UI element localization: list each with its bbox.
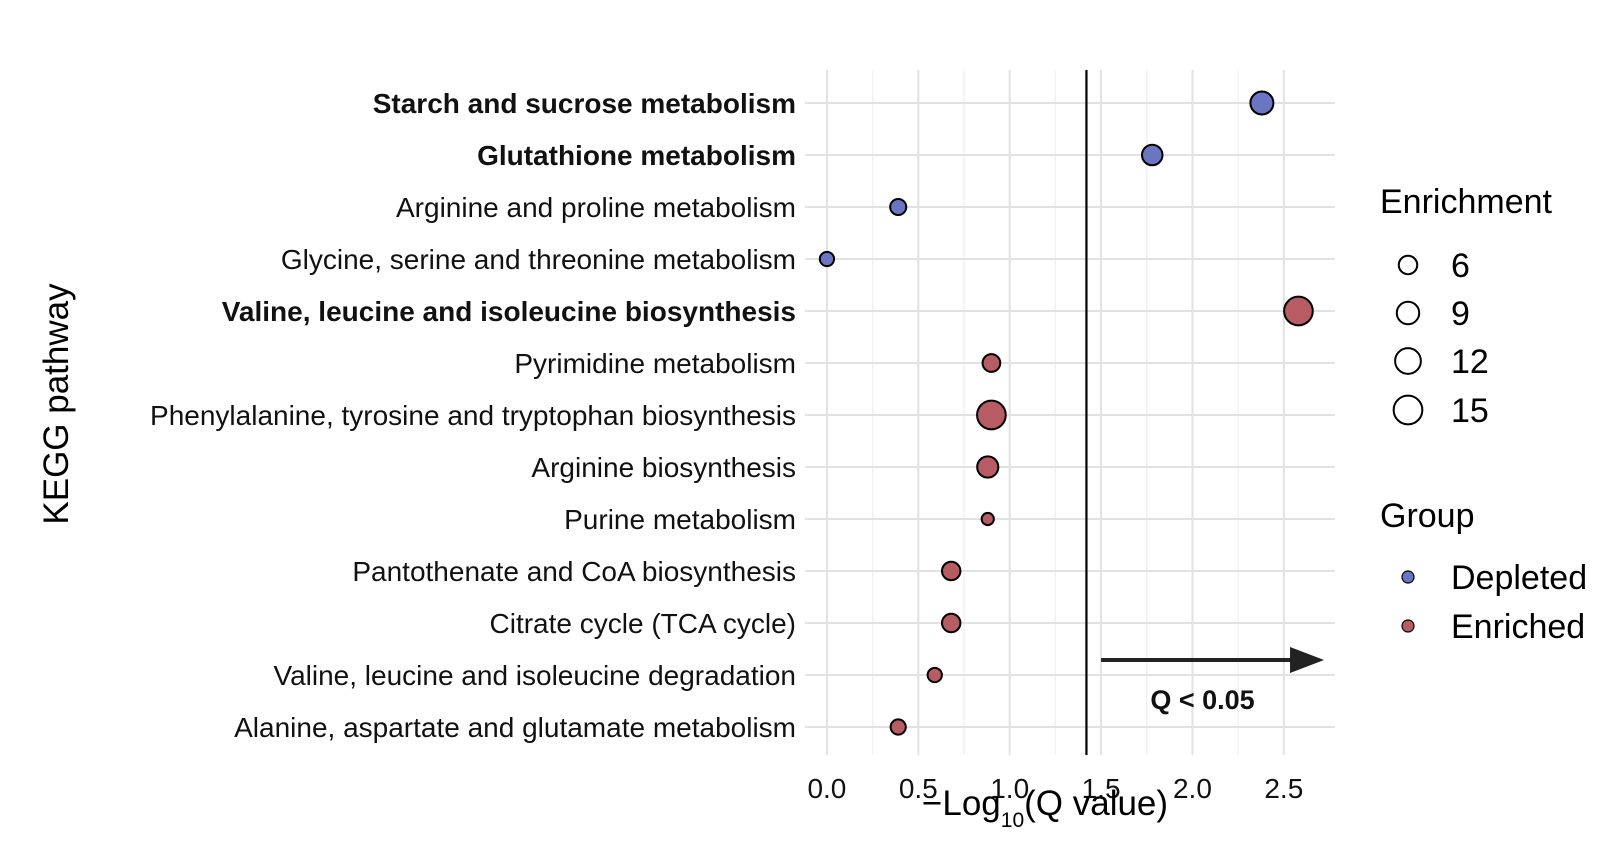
data-points bbox=[818, 90, 1314, 736]
y-axis-tick-labels: Starch and sucrose metabolism Glutathione… bbox=[150, 88, 796, 743]
legend-group-entries: Depleted Enriched bbox=[1401, 559, 1587, 646]
arrow-head bbox=[1290, 647, 1325, 673]
legend-group-label: Depleted bbox=[1451, 559, 1587, 597]
x-tick-label: 1.0 bbox=[990, 773, 1029, 804]
threshold-label: Q < 0.05 bbox=[1150, 685, 1254, 715]
legend-size-circle bbox=[1397, 254, 1419, 276]
category-label: Valine, leucine and isoleucine biosynthe… bbox=[222, 296, 796, 327]
data-point-enriched bbox=[981, 353, 1002, 373]
data-point-enriched bbox=[926, 666, 943, 684]
legend-group-label: Enriched bbox=[1451, 608, 1585, 646]
data-point-enriched bbox=[940, 560, 962, 582]
x-tick-label: 1.5 bbox=[1082, 773, 1121, 804]
data-point-enriched bbox=[889, 718, 907, 736]
category-label: Pantothenate and CoA biosynthesis bbox=[352, 556, 796, 587]
x-tick-label: 0.0 bbox=[807, 773, 846, 804]
data-point-enriched bbox=[976, 399, 1007, 431]
x-axis-title: −Log10(Q value) bbox=[922, 784, 1168, 832]
data-point-depleted bbox=[818, 250, 836, 268]
data-point-depleted bbox=[889, 197, 908, 217]
category-label: Glutathione metabolism bbox=[477, 140, 796, 171]
category-label: Citrate cycle (TCA cycle) bbox=[490, 608, 797, 639]
legend-enrichment-entries: 6 9 12 15 bbox=[1392, 247, 1489, 430]
significance-arrow bbox=[1101, 647, 1325, 673]
y-axis-title: KEGG pathway bbox=[37, 283, 76, 525]
category-label: Alanine, aspartate and glutamate metabol… bbox=[234, 712, 796, 743]
x-tick-label: 2.5 bbox=[1264, 773, 1303, 804]
category-label: Phenylalanine, tyrosine and tryptophan b… bbox=[150, 400, 796, 431]
category-label: Valine, leucine and isoleucine degradati… bbox=[273, 660, 796, 691]
legend-size-label: 12 bbox=[1451, 343, 1489, 381]
legend-size-label: 9 bbox=[1451, 295, 1470, 333]
data-point-enriched bbox=[940, 612, 962, 634]
x-axis-title-prefix: −Log bbox=[922, 784, 1001, 823]
x-axis-title-suffix: (Q value) bbox=[1024, 784, 1168, 823]
legend-size-circle bbox=[1395, 300, 1421, 326]
category-label: Starch and sucrose metabolism bbox=[373, 88, 796, 119]
legend-size-circle bbox=[1392, 394, 1424, 426]
data-point-enriched bbox=[976, 455, 1000, 479]
data-point-enriched bbox=[980, 511, 995, 527]
x-tick-label: 0.5 bbox=[899, 773, 938, 804]
legend-size-label: 6 bbox=[1451, 247, 1470, 285]
legend-size-circle bbox=[1394, 347, 1422, 375]
data-point-depleted bbox=[1140, 143, 1164, 167]
x-tick-label: 2.0 bbox=[1173, 773, 1212, 804]
x-axis-tick-labels: 0.0 0.5 1.0 1.5 2.0 2.5 bbox=[807, 773, 1303, 804]
category-label: Glycine, serine and threonine metabolism bbox=[281, 244, 796, 275]
legend-group-title: Group bbox=[1380, 497, 1475, 535]
grid bbox=[805, 70, 1335, 755]
data-point-depleted bbox=[1249, 90, 1275, 116]
legend-group-swatch bbox=[1401, 570, 1415, 584]
legend-group-swatch bbox=[1401, 619, 1415, 633]
legend-enrichment-title: Enrichment bbox=[1380, 183, 1553, 221]
data-point-enriched bbox=[1283, 295, 1314, 327]
category-label: Pyrimidine metabolism bbox=[514, 348, 796, 379]
x-axis-title-subscript: 10 bbox=[1001, 809, 1024, 832]
category-label: Purine metabolism bbox=[564, 504, 796, 535]
category-label: Arginine and proline metabolism bbox=[396, 192, 796, 223]
legend: Enrichment 6 9 12 15 Group Depleted Enriched bbox=[1380, 183, 1587, 646]
category-label: Arginine biosynthesis bbox=[531, 452, 796, 483]
legend-size-label: 15 bbox=[1451, 392, 1489, 430]
